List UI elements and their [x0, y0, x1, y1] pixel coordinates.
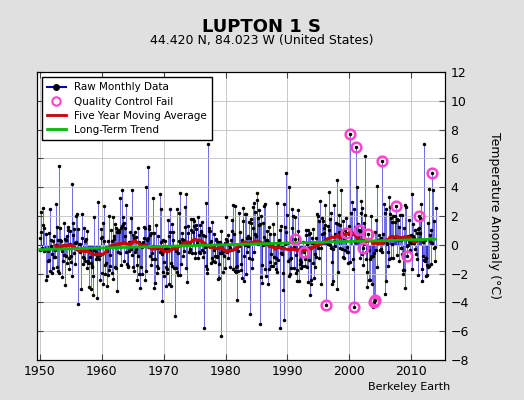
- Text: LUPTON 1 S: LUPTON 1 S: [202, 18, 322, 36]
- Text: 44.420 N, 84.023 W (United States): 44.420 N, 84.023 W (United States): [150, 34, 374, 47]
- Legend: Raw Monthly Data, Quality Control Fail, Five Year Moving Average, Long-Term Tren: Raw Monthly Data, Quality Control Fail, …: [42, 77, 212, 140]
- Text: Berkeley Earth: Berkeley Earth: [368, 382, 451, 392]
- Y-axis label: Temperature Anomaly (°C): Temperature Anomaly (°C): [488, 132, 501, 300]
